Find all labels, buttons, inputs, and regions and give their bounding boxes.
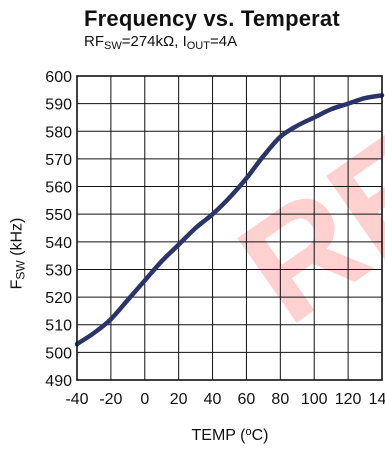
y-tick-label: 560 xyxy=(45,180,72,197)
y-tick-label: 530 xyxy=(45,262,72,279)
series-line-0 xyxy=(74,93,385,347)
x-tick-label: 0 xyxy=(140,391,149,408)
subtitle-rf-rest: =274kΩ, I xyxy=(121,33,187,50)
x-axis-label-rest: C) xyxy=(251,427,269,444)
x-tick-label: 20 xyxy=(170,391,188,408)
subtitle-rf-prefix: RF xyxy=(84,33,104,50)
chart-subtitle: RFSW=274kΩ, IOUT=4A xyxy=(84,33,237,52)
x-tick-label: 140 xyxy=(369,391,385,408)
grid-layer xyxy=(76,75,383,381)
x-tick-label: -40 xyxy=(65,391,88,408)
tick-label-layer: 490500510520530540550560570580590600-40-… xyxy=(45,69,385,408)
y-tick-label: 600 xyxy=(45,69,72,86)
x-axis-label: TEMP (oC) xyxy=(150,426,310,445)
line-layer xyxy=(74,93,385,347)
x-tick-label: -20 xyxy=(99,391,122,408)
x-axis-label-prefix: TEMP ( xyxy=(191,427,246,444)
y-tick-label: 570 xyxy=(45,152,72,169)
y-tick-label: 580 xyxy=(45,124,72,141)
y-tick-label: 540 xyxy=(45,235,72,252)
y-tick-label: 590 xyxy=(45,97,72,114)
y-tick-label: 510 xyxy=(45,318,72,335)
x-tick-label: 80 xyxy=(271,391,289,408)
plot-frame xyxy=(76,75,383,381)
subtitle-iout-sub: OUT xyxy=(186,40,210,52)
subtitle-rf-sub: SW xyxy=(104,40,122,52)
x-tick-label: 40 xyxy=(204,391,222,408)
y-tick-label: 490 xyxy=(45,373,72,390)
subtitle-iout-rest: =4A xyxy=(209,33,238,50)
x-axis-label-sup: o xyxy=(245,426,252,438)
x-tick-label: 120 xyxy=(335,391,362,408)
chart-title: Frequency vs. Temperat xyxy=(84,6,340,31)
y-tick-label: 550 xyxy=(45,207,72,224)
x-tick-label: 60 xyxy=(238,391,256,408)
y-tick-label: 520 xyxy=(45,290,72,307)
x-tick-label: 100 xyxy=(301,391,328,408)
y-tick-label: 500 xyxy=(45,345,72,362)
